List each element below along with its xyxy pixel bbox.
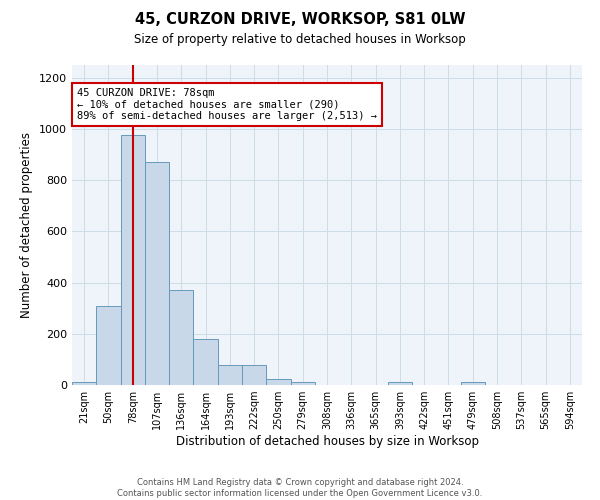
Bar — [388, 382, 412, 385]
Bar — [242, 364, 266, 385]
Bar — [169, 290, 193, 385]
Bar — [72, 382, 96, 385]
Text: Contains HM Land Registry data © Crown copyright and database right 2024.
Contai: Contains HM Land Registry data © Crown c… — [118, 478, 482, 498]
Bar — [121, 136, 145, 385]
Y-axis label: Number of detached properties: Number of detached properties — [20, 132, 34, 318]
Bar — [218, 364, 242, 385]
Bar — [96, 306, 121, 385]
Bar — [290, 382, 315, 385]
Text: Size of property relative to detached houses in Worksop: Size of property relative to detached ho… — [134, 32, 466, 46]
Bar — [461, 382, 485, 385]
Text: 45 CURZON DRIVE: 78sqm
← 10% of detached houses are smaller (290)
89% of semi-de: 45 CURZON DRIVE: 78sqm ← 10% of detached… — [77, 88, 377, 121]
Bar — [145, 162, 169, 385]
X-axis label: Distribution of detached houses by size in Worksop: Distribution of detached houses by size … — [176, 435, 479, 448]
Text: 45, CURZON DRIVE, WORKSOP, S81 0LW: 45, CURZON DRIVE, WORKSOP, S81 0LW — [135, 12, 465, 28]
Bar — [266, 378, 290, 385]
Bar — [193, 339, 218, 385]
